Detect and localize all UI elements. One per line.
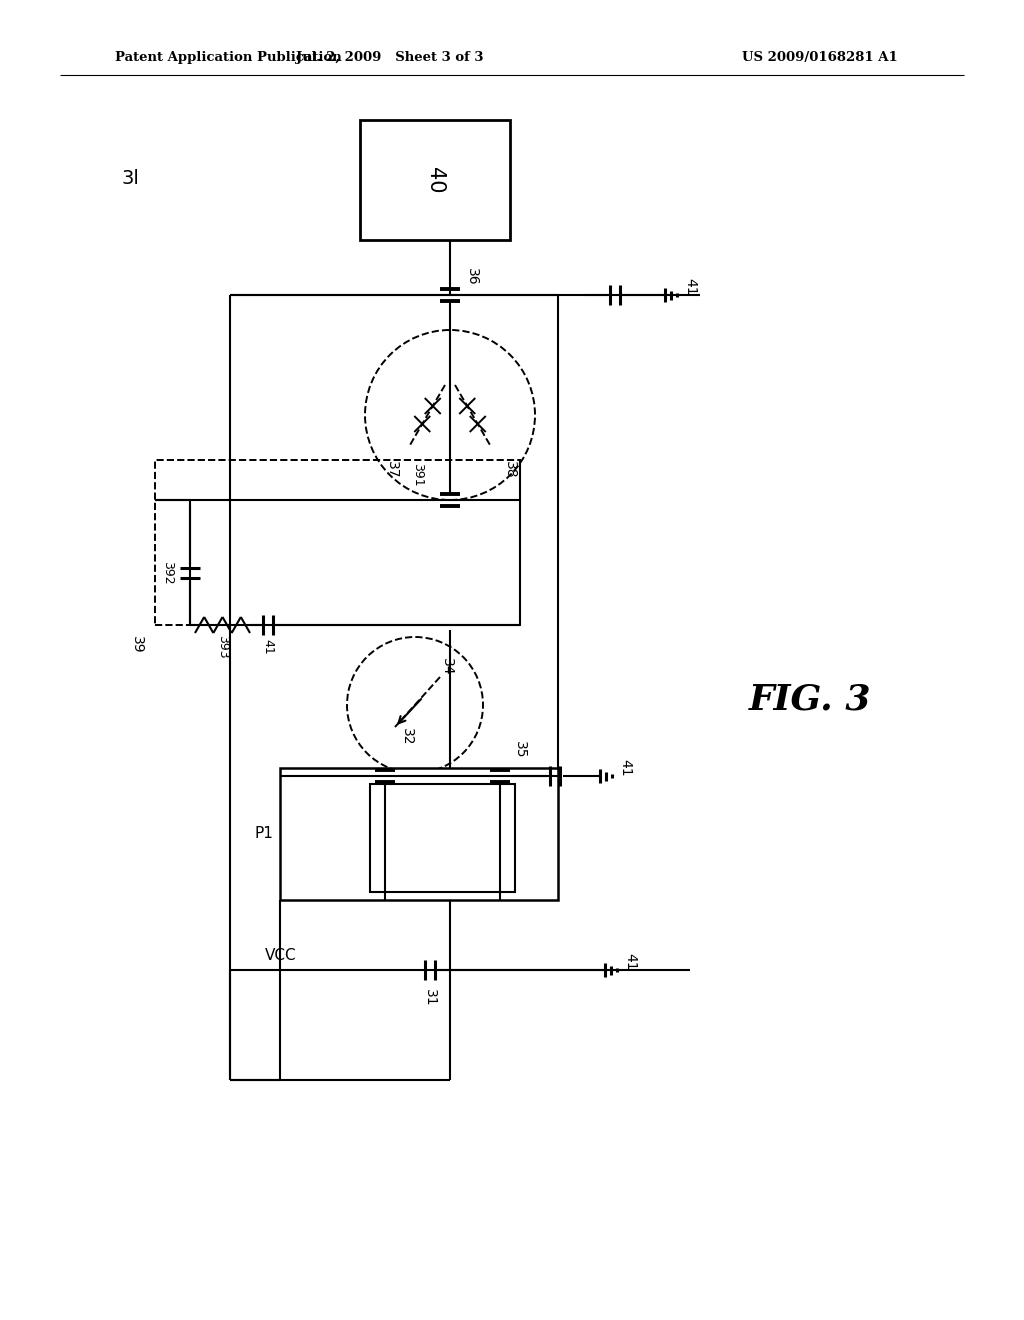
Text: 391: 391 bbox=[412, 463, 425, 487]
Text: Jul. 2, 2009   Sheet 3 of 3: Jul. 2, 2009 Sheet 3 of 3 bbox=[296, 50, 483, 63]
Text: Patent Application Publication: Patent Application Publication bbox=[115, 50, 342, 63]
Text: 38: 38 bbox=[503, 461, 517, 479]
Text: 41: 41 bbox=[683, 279, 697, 296]
Text: 35: 35 bbox=[513, 742, 527, 759]
Text: 31: 31 bbox=[423, 989, 437, 1007]
Text: P1: P1 bbox=[255, 826, 273, 842]
Bar bbox=[155, 459, 520, 624]
Text: 39: 39 bbox=[130, 636, 144, 653]
Text: VCC: VCC bbox=[265, 949, 297, 964]
Bar bbox=[280, 768, 558, 900]
Text: 32: 32 bbox=[400, 729, 414, 746]
Text: 37: 37 bbox=[385, 461, 399, 479]
Text: FIG. 3: FIG. 3 bbox=[749, 682, 871, 717]
Bar bbox=[370, 784, 515, 892]
Text: 41: 41 bbox=[618, 759, 632, 776]
Text: 393: 393 bbox=[216, 635, 229, 659]
Text: 34: 34 bbox=[440, 659, 454, 676]
Text: 41: 41 bbox=[623, 953, 637, 970]
Text: 40: 40 bbox=[425, 166, 445, 193]
Text: 392: 392 bbox=[162, 561, 174, 585]
Text: 36: 36 bbox=[465, 268, 479, 286]
Text: 41: 41 bbox=[261, 639, 274, 655]
Text: US 2009/0168281 A1: US 2009/0168281 A1 bbox=[742, 50, 898, 63]
Bar bbox=[360, 120, 510, 240]
Text: 3l: 3l bbox=[121, 169, 139, 187]
